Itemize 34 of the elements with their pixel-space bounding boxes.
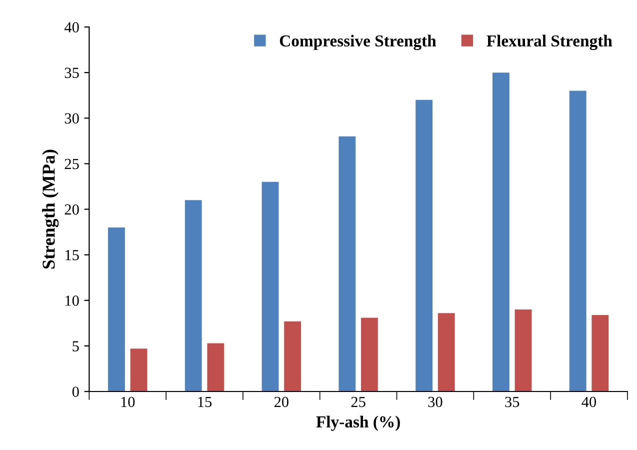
bar [492, 72, 510, 392]
bar [184, 200, 202, 392]
x-tick-label: 35 [505, 396, 520, 408]
y-tick-label: 30 [64, 113, 79, 124]
bar [592, 314, 609, 392]
y-tick-label: 20 [64, 204, 79, 215]
x-tick-label: 25 [351, 396, 366, 408]
bar [361, 318, 378, 392]
bar [416, 100, 433, 392]
x-tick-label: 15 [198, 396, 212, 408]
x-tick-label: 40 [582, 396, 596, 408]
x-tick-label: 20 [274, 396, 288, 408]
bar [338, 136, 356, 392]
y-tick-label: 5 [72, 341, 79, 352]
y-tick-label: 10 [66, 296, 79, 306]
bar [262, 182, 279, 392]
y-tick-label: 35 [64, 68, 79, 78]
y-tick-label: 40 [64, 22, 79, 32]
legend-label: Flexural Strength [486, 34, 612, 50]
x-tick-label: 10 [121, 396, 135, 408]
bar [514, 309, 532, 392]
bar [284, 321, 302, 392]
bar [438, 313, 455, 392]
x-axis-title: Fly-ash (%) [316, 416, 400, 431]
y-tick-label: 25 [64, 158, 79, 170]
bar [108, 227, 125, 392]
bar [207, 343, 224, 392]
legend-label: Compressive Strength [280, 34, 436, 50]
y-tick-label: 15 [66, 250, 79, 260]
bar [130, 348, 148, 392]
y-axis-title: Strength (MPa) [42, 150, 59, 269]
y-tick-label: 0 [72, 386, 79, 397]
x-tick-label: 30 [428, 396, 442, 408]
bar [569, 90, 586, 392]
